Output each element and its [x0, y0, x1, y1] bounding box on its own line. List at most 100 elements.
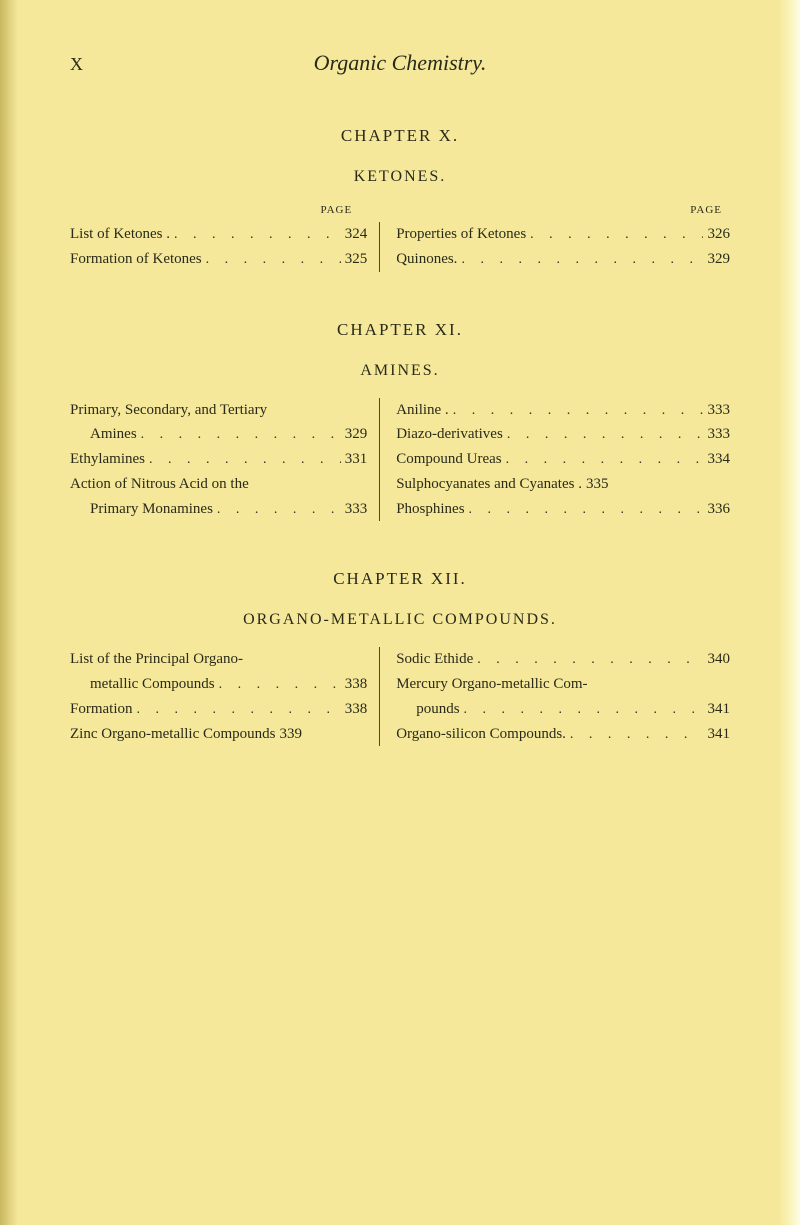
- chapter-12-right-col: Sodic Ethide . . . . . . . . . . . . . .…: [380, 647, 730, 746]
- toc-line: Sodic Ethide . . . . . . . . . . . . . .…: [396, 647, 730, 672]
- toc-line: List of Ketones . . . . . . . . . . . . …: [70, 222, 367, 247]
- toc-line: Zinc Organo-metallic Compounds 339: [70, 722, 367, 747]
- toc-page: 334: [703, 447, 730, 472]
- toc-dots: . . . . . . . . . . . . . . . . . .: [202, 248, 341, 271]
- toc-dots: . . . . . . . . . . . . . . . . . .: [457, 248, 703, 271]
- toc-dots: . . . . . . . . . . . . . . . . . .: [566, 723, 704, 746]
- toc-page: 329: [703, 247, 730, 272]
- chapter-11-section: CHAPTER XI. AMINES. Primary, Secondary, …: [70, 320, 730, 522]
- toc-line: Formation . . . . . . . . . . . . . . . …: [70, 697, 367, 722]
- toc-dots: . . . . . . . . . . . . . . . . . .: [503, 423, 704, 446]
- chapter-12-title: CHAPTER XII.: [70, 569, 730, 589]
- toc-page: 341: [703, 697, 730, 722]
- toc-dots: . . . . . . . . . . . . . . . . . .: [526, 223, 703, 246]
- toc-dots: . . . . . . . . . . . . . . . . . .: [502, 448, 704, 471]
- toc-page: 338: [341, 697, 368, 722]
- toc-text: Primary Monamines: [70, 497, 213, 522]
- toc-line: Phosphines . . . . . . . . . . . . . . .…: [396, 497, 730, 522]
- toc-line: Compound Ureas . . . . . . . . . . . . .…: [396, 447, 730, 472]
- toc-page: 341: [703, 722, 730, 747]
- toc-page: 335: [582, 472, 609, 497]
- toc-text: Action of Nitrous Acid on the: [70, 472, 249, 497]
- toc-page: 333: [341, 497, 368, 522]
- toc-text: Amines: [70, 422, 137, 447]
- chapter-10-columns: List of Ketones . . . . . . . . . . . . …: [70, 222, 730, 272]
- chapter-10-left-col: List of Ketones . . . . . . . . . . . . …: [70, 222, 380, 272]
- chapter-12-section: CHAPTER XII. ORGANO-METALLIC COMPOUNDS. …: [70, 569, 730, 746]
- chapter-10-subtitle: KETONES.: [70, 168, 730, 186]
- toc-text: List of Ketones .: [70, 222, 170, 247]
- toc-page: 339: [276, 722, 303, 747]
- toc-line: Quinones. . . . . . . . . . . . . . . . …: [396, 247, 730, 272]
- page-labels-row: PAGE PAGE: [70, 204, 730, 216]
- toc-page: 329: [341, 422, 368, 447]
- toc-page: 325: [341, 247, 368, 272]
- toc-line: List of the Principal Organo-: [70, 647, 367, 672]
- chapter-11-columns: Primary, Secondary, and Tertiary Amines …: [70, 398, 730, 522]
- toc-text: metallic Compounds: [70, 672, 215, 697]
- toc-line: Organo-silicon Compounds. . . . . . . . …: [396, 722, 730, 747]
- toc-line: Aniline . . . . . . . . . . . . . . . . …: [396, 398, 730, 423]
- toc-line: Ethylamines . . . . . . . . . . . . . . …: [70, 447, 367, 472]
- toc-line: Formation of Ketones . . . . . . . . . .…: [70, 247, 367, 272]
- toc-page: 324: [341, 222, 368, 247]
- toc-line: Sulphocyanates and Cyanates . 335: [396, 472, 730, 497]
- toc-dots: . . . . . . . . . . . . . . . . . .: [215, 673, 341, 696]
- toc-line: Diazo-derivatives . . . . . . . . . . . …: [396, 422, 730, 447]
- toc-dots: . . . . . . . . . . . . . . . . . .: [137, 423, 341, 446]
- header-page-numeral: X: [70, 54, 120, 75]
- toc-text: Mercury Organo-metallic Com-: [396, 672, 587, 697]
- toc-line: Amines . . . . . . . . . . . . . . . . .…: [70, 422, 367, 447]
- toc-text: Diazo-derivatives: [396, 422, 503, 447]
- toc-text: Phosphines: [396, 497, 464, 522]
- toc-text: Formation: [70, 697, 133, 722]
- toc-dots: . . . . . . . . . . . . . . . . . .: [465, 498, 704, 521]
- toc-page: 338: [341, 672, 368, 697]
- toc-line: Mercury Organo-metallic Com-: [396, 672, 730, 697]
- toc-page: 331: [341, 447, 368, 472]
- toc-text: pounds: [396, 697, 459, 722]
- toc-page: 336: [703, 497, 730, 522]
- toc-text: Ethylamines: [70, 447, 145, 472]
- chapter-12-subtitle: ORGANO-METALLIC COMPOUNDS.: [70, 611, 730, 629]
- chapter-11-left-col: Primary, Secondary, and Tertiary Amines …: [70, 398, 380, 522]
- toc-text: Quinones.: [396, 247, 457, 272]
- toc-dots: . . . . . . . . . . . . . . . . . .: [449, 399, 704, 422]
- toc-page: 333: [703, 422, 730, 447]
- toc-dots: . . . . . . . . . . . . . . . . . .: [473, 648, 703, 671]
- toc-text: List of the Principal Organo-: [70, 647, 243, 672]
- toc-dots: . . . . . . . . . . . . . . . . . .: [145, 448, 341, 471]
- toc-line: Primary, Secondary, and Tertiary: [70, 398, 367, 423]
- toc-text: Aniline .: [396, 398, 449, 423]
- page-content: X Organic Chemistry. CHAPTER X. KETONES.…: [0, 0, 800, 844]
- toc-line: Action of Nitrous Acid on the: [70, 472, 367, 497]
- toc-page: 340: [703, 647, 730, 672]
- page-label-left: PAGE: [70, 204, 380, 216]
- toc-line: Primary Monamines . . . . . . . . . . . …: [70, 497, 367, 522]
- chapter-10-title: CHAPTER X.: [70, 126, 730, 146]
- toc-text: Primary, Secondary, and Tertiary: [70, 398, 267, 423]
- toc-line: Properties of Ketones . . . . . . . . . …: [396, 222, 730, 247]
- toc-dots: . . . . . . . . . . . . . . . . . .: [170, 223, 341, 246]
- toc-page: 326: [703, 222, 730, 247]
- toc-text: Properties of Ketones: [396, 222, 526, 247]
- chapter-11-subtitle: AMINES.: [70, 362, 730, 380]
- toc-text: Sodic Ethide: [396, 647, 473, 672]
- toc-text: Formation of Ketones: [70, 247, 202, 272]
- chapter-12-columns: List of the Principal Organo- metallic C…: [70, 647, 730, 746]
- toc-dots: . . . . . . . . . . . . . . . . . .: [213, 498, 341, 521]
- running-title: Organic Chemistry.: [120, 50, 730, 76]
- toc-text: Zinc Organo-metallic Compounds: [70, 722, 276, 747]
- running-header: X Organic Chemistry.: [70, 50, 730, 76]
- chapter-12-left-col: List of the Principal Organo- metallic C…: [70, 647, 380, 746]
- toc-text: Organo-silicon Compounds.: [396, 722, 566, 747]
- toc-dots: . . . . . . . . . . . . . . . . . .: [460, 698, 704, 721]
- toc-line: metallic Compounds . . . . . . . . . . .…: [70, 672, 367, 697]
- toc-page: 333: [703, 398, 730, 423]
- page-label-right: PAGE: [380, 204, 730, 216]
- chapter-11-title: CHAPTER XI.: [70, 320, 730, 340]
- chapter-10-section: CHAPTER X. KETONES. PAGE PAGE List of Ke…: [70, 126, 730, 272]
- toc-line: pounds . . . . . . . . . . . . . . . . .…: [396, 697, 730, 722]
- toc-dots: . . . . . . . . . . . . . . . . . .: [133, 698, 341, 721]
- chapter-11-right-col: Aniline . . . . . . . . . . . . . . . . …: [380, 398, 730, 522]
